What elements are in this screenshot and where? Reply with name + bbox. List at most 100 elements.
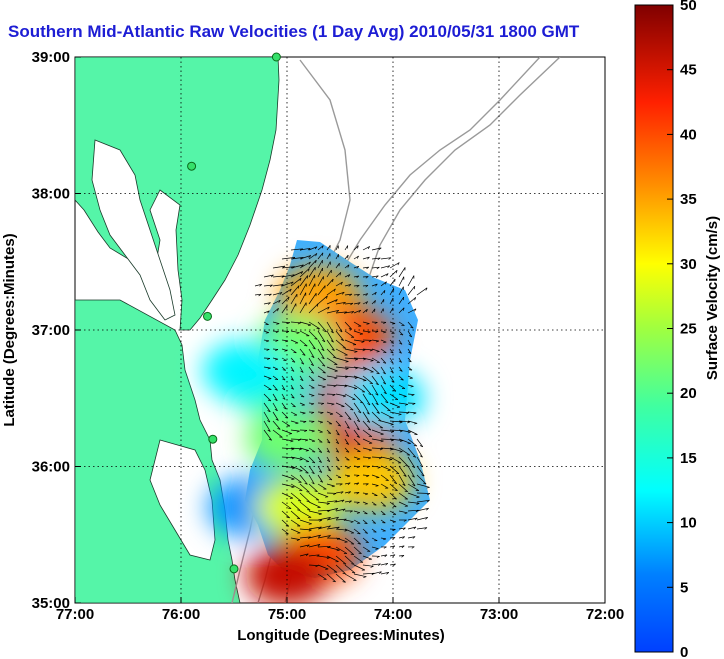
velocity-arrow (380, 366, 386, 375)
velocity-arrow-head (290, 440, 294, 443)
velocity-arrow-head (297, 439, 301, 442)
velocity-arrow (299, 456, 310, 463)
velocity-arrow (371, 537, 378, 542)
velocity-arrow (263, 420, 271, 432)
velocity-arrow (371, 357, 380, 363)
velocity-arrow (380, 393, 389, 404)
velocity-arrow-head (356, 265, 360, 269)
velocity-arrow-head (322, 364, 326, 367)
velocity-arrow-head (365, 285, 369, 288)
velocity-arrow (353, 393, 364, 404)
velocity-arrow-head (321, 348, 325, 351)
land-mass (75, 57, 280, 331)
velocity-arrow (389, 348, 394, 354)
velocity-arrow-head (288, 433, 292, 435)
velocity-arrow (380, 384, 387, 394)
velocity-arrow-head (299, 278, 302, 282)
velocity-arrow-head (322, 252, 324, 256)
velocity-arrow-head (426, 486, 430, 489)
velocity-arrow (326, 384, 337, 386)
velocity-arrow (326, 321, 334, 334)
velocity-arrow-head (267, 429, 271, 432)
velocity-arrow (398, 411, 410, 413)
velocity-arrow (344, 519, 354, 523)
velocity-arrow (299, 357, 305, 365)
velocity-arrow (317, 267, 323, 278)
velocity-arrow (272, 284, 284, 287)
velocity-arrow (326, 357, 338, 365)
velocity-arrow-head (333, 288, 336, 292)
y-tick-label: 36:00 (32, 459, 70, 476)
velocity-arrow (371, 291, 377, 296)
velocity-arrow-head (390, 431, 395, 433)
velocity-arrow (299, 302, 307, 314)
velocity-arrow (335, 366, 349, 369)
velocity-arrow (380, 348, 387, 353)
velocity-arrow-head (336, 433, 340, 436)
velocity-arrow-head (367, 457, 372, 460)
velocity-arrow-head (390, 342, 394, 344)
velocity-arrow-head (352, 572, 356, 574)
velocity-arrow-head (384, 554, 388, 558)
velocity-arrow-head (406, 412, 410, 415)
velocity-arrow (335, 245, 339, 251)
velocity-arrow (281, 420, 291, 427)
velocity-arrow-head (321, 245, 324, 249)
velocity-arrow-head (356, 482, 360, 486)
velocity-arrow-head (317, 544, 321, 547)
velocity-arrow (398, 276, 405, 287)
velocity-arrow-head (383, 538, 387, 541)
velocity-arrow-head (332, 356, 337, 359)
velocity-arrow-head (315, 260, 317, 264)
x-tick-label: 77:00 (56, 606, 94, 623)
velocity-arrow (335, 499, 345, 503)
velocity-arrow (290, 456, 303, 460)
velocity-arrow-head (318, 534, 321, 538)
velocity-arrow (362, 564, 374, 567)
velocity-arrow (272, 384, 278, 391)
velocity-arrow (326, 245, 331, 251)
velocity-arrow (263, 402, 271, 413)
velocity-arrow (389, 492, 397, 500)
velocity-arrow-head (376, 411, 380, 414)
velocity-arrow (308, 438, 316, 442)
velocity-arrow-head (266, 340, 270, 343)
velocity-arrow-head (392, 390, 397, 392)
velocity-arrow-head (280, 284, 284, 287)
velocity-arrow-head (307, 248, 311, 251)
velocity-arrow-head (268, 438, 272, 441)
velocity-arrow-head (311, 461, 315, 464)
velocity-arrow-head (318, 513, 322, 516)
velocity-arrow-head (333, 493, 337, 496)
velocity-arrow-head (383, 496, 387, 498)
colorbar-tick-label: 5 (680, 579, 688, 596)
velocity-arrow-head (425, 517, 428, 520)
velocity-arrow (380, 420, 394, 425)
velocity-arrow-head (300, 378, 304, 382)
velocity-arrow (398, 402, 408, 405)
velocity-arrow (308, 483, 318, 492)
velocity-arrow-head (363, 358, 367, 361)
velocity-arrow (326, 564, 338, 573)
velocity-arrow (290, 248, 303, 251)
velocity-arrow-head (403, 396, 407, 398)
velocity-arrow (299, 519, 312, 525)
velocity-arrow (344, 284, 351, 287)
velocity-arrow (416, 447, 423, 458)
velocity-arrow-head (375, 275, 379, 278)
velocity-arrow (362, 256, 370, 260)
velocity-arrow (335, 456, 340, 462)
velocity-arrow (335, 491, 344, 494)
velocity-arrow (272, 275, 285, 278)
velocity-arrow (308, 366, 314, 374)
velocity-arrow-head (287, 322, 291, 325)
velocity-arrow (326, 339, 335, 351)
velocity-arrow (326, 456, 331, 462)
velocity-arrow-head (411, 475, 415, 478)
velocity-arrow-head (291, 467, 295, 470)
velocity-arrow (389, 375, 395, 383)
velocity-arrow (326, 483, 335, 487)
velocity-arrow (407, 474, 416, 487)
velocity-arrow-head (291, 369, 295, 372)
velocity-arrow-head (414, 422, 418, 425)
